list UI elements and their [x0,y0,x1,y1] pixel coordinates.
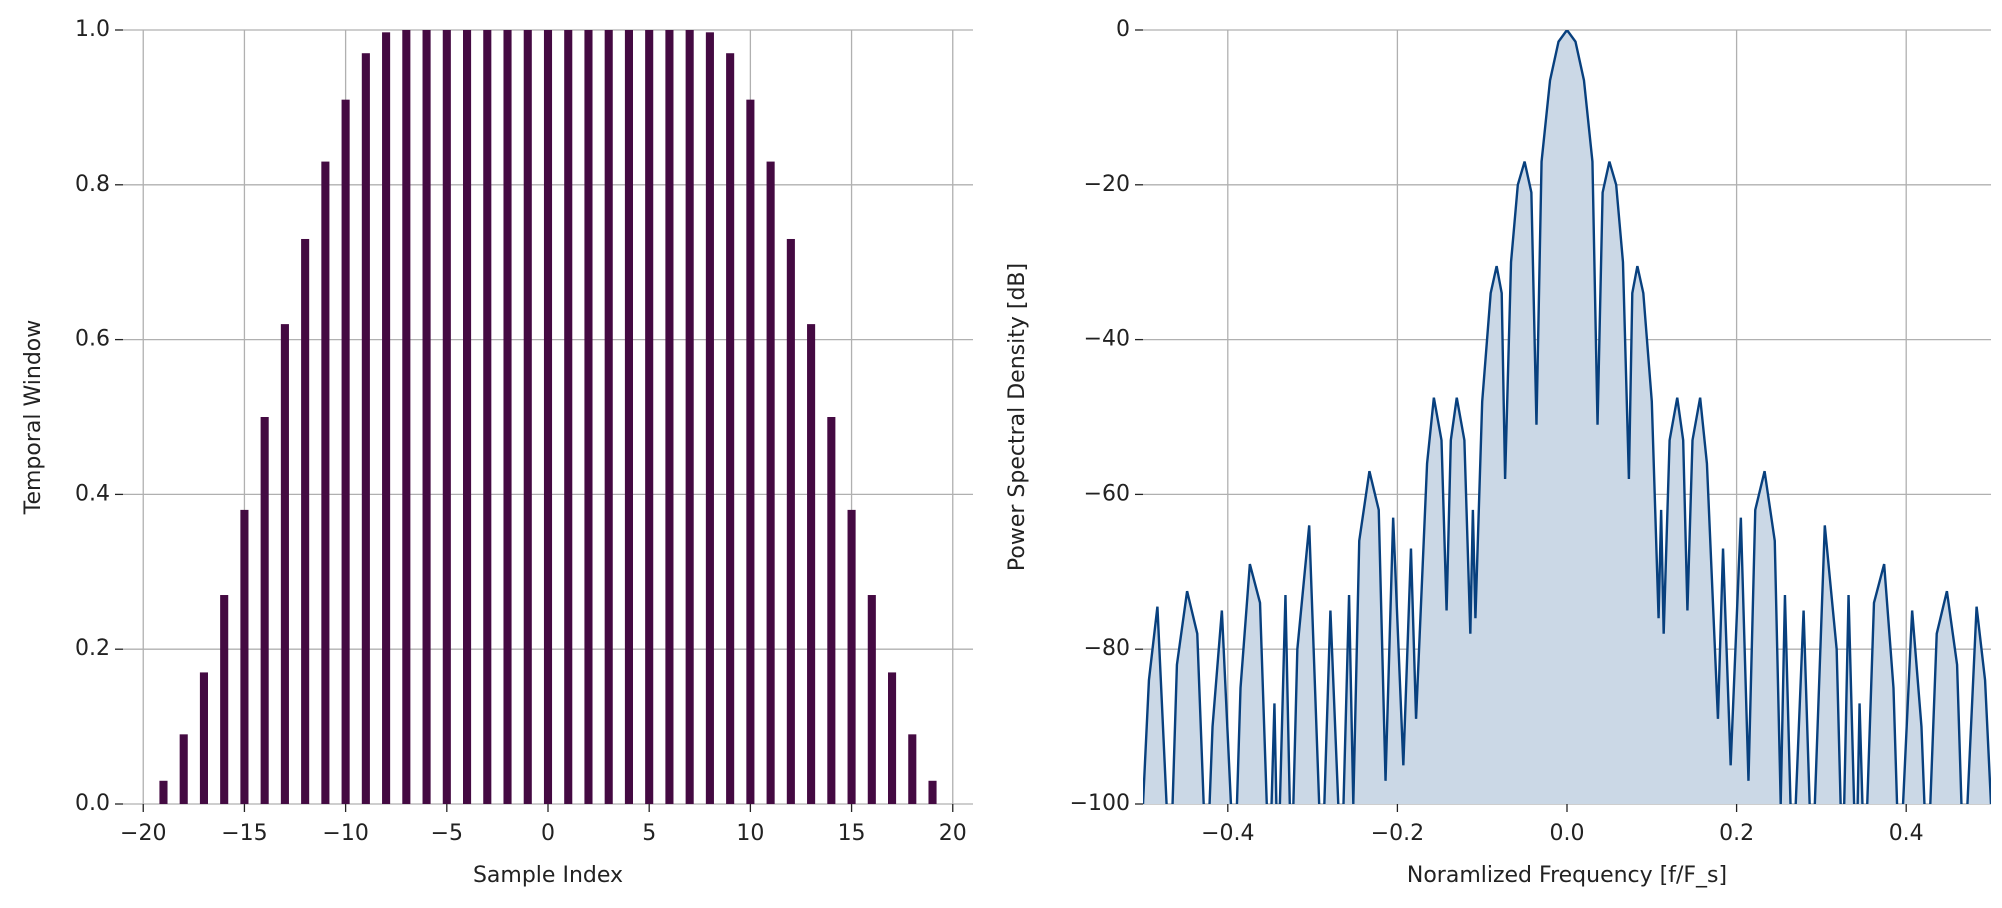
y-tick-label: 0.0 [75,791,110,816]
y-tick-label: 0.8 [75,172,110,197]
bar [543,30,553,804]
bar [685,30,694,804]
y-axis-label: Power Spectral Density [dB] [1005,263,1030,571]
x-tick-label: 0.0 [1550,821,1585,846]
x-tick-label: −5 [431,821,463,846]
bar [280,324,289,804]
bar [928,780,937,804]
bar [766,161,775,804]
bar [159,780,168,804]
bar [301,238,310,805]
bar [807,324,816,804]
y-tick-label: 0.4 [75,481,110,506]
bar [240,509,249,804]
bar [463,30,472,804]
area-fill [1143,30,1991,804]
bar [908,734,917,804]
plot-area [1143,30,1991,804]
y-tick-label: −100 [1070,791,1130,816]
bar [867,595,876,804]
bar [786,238,795,805]
line [1143,30,1991,804]
x-tick-label: −0.4 [1201,821,1254,846]
y-tick-label: 0.6 [75,327,110,352]
y-tick-label: 0.2 [75,636,110,661]
bar [402,30,411,804]
y-tick-label: 0 [1116,17,1130,42]
bar [442,30,451,804]
x-tick-label: −10 [322,821,368,846]
y-axis-label: Temporal Window [21,320,46,515]
bar [199,672,208,804]
x-tick-label: −15 [221,821,267,846]
x-tick-label: 20 [939,821,967,846]
bar [624,30,633,804]
bar [746,99,755,804]
bar [220,595,229,804]
bar [523,30,532,804]
x-tick-label: 5 [642,821,656,846]
x-tick-label: −20 [120,821,166,846]
bar [503,30,512,804]
x-tick-label: 15 [838,821,866,846]
x-axis-label: Sample Index [473,863,623,888]
x-axis-label: Noramlized Frequency [f/F_s] [1407,863,1727,888]
bar [179,734,188,804]
bar [604,30,613,804]
x-tick-label: −0.2 [1371,821,1424,846]
bar [361,53,370,805]
x-tick-label: 0.2 [1719,821,1754,846]
bar [888,672,897,804]
bar [422,30,431,804]
x-tick-label: 10 [736,821,764,846]
bar [564,30,573,804]
bar [847,509,856,804]
bar [665,30,674,804]
y-tick-label: −80 [1084,636,1130,661]
y-tick-label: −60 [1084,481,1130,506]
bar [645,30,654,804]
bar [341,99,350,804]
x-tick-label: 0 [541,821,555,846]
bar [827,417,836,804]
bar [705,32,714,804]
bar [260,417,269,804]
y-tick-label: −20 [1084,172,1130,197]
y-tick-label: 1.0 [75,17,110,42]
bar [726,53,735,805]
bar [321,161,330,804]
bar [483,30,492,804]
bar [584,30,593,804]
x-tick-label: 0.4 [1889,821,1924,846]
y-tick-label: −40 [1084,327,1130,352]
bar [382,32,391,804]
